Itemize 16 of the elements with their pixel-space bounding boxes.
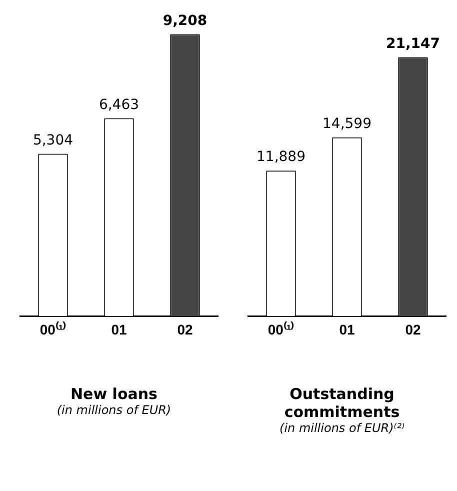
data-label: 5,304	[32, 132, 74, 148]
x-tick-label: 01	[111, 321, 127, 338]
x-tick-label: 00⁽¹⁾	[268, 321, 294, 338]
text: New loans	[70, 385, 158, 403]
text: (in millions of EUR)⁽²⁾	[280, 421, 404, 435]
x-tick-label: 00⁽¹⁾	[40, 321, 66, 338]
text: (in millions of EUR)	[56, 403, 172, 417]
data-label: 11,889	[256, 149, 306, 166]
x-tick-label: 01	[339, 321, 355, 338]
x-tick-label: 02	[405, 321, 421, 338]
data-label: 14,599	[322, 116, 372, 132]
data-label: 21,147	[386, 36, 440, 52]
data-label: 6,463	[98, 96, 140, 113]
x-tick-label: 02	[177, 321, 193, 338]
text: Outstanding commitments	[283, 385, 401, 421]
data-label: 9,208	[162, 12, 208, 29]
